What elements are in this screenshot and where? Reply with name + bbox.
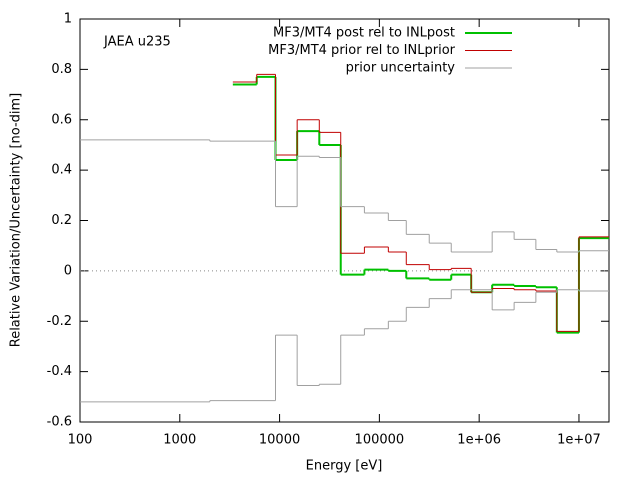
y-tick-label: 0 (64, 263, 72, 278)
x-axis-label: Energy [eV] (306, 459, 383, 474)
plot-border (79, 18, 610, 423)
legend-label: MF3/MT4 post rel to INLpost (273, 26, 455, 41)
x-tick-label: 100 (68, 433, 93, 448)
y-tick-label: 0.6 (51, 112, 72, 127)
y-axis-label: Relative Variation/Uncertainty [no-dim] (9, 93, 24, 348)
legend-label: MF3/MT4 prior rel to INLprior (268, 43, 455, 58)
y-tick-label: 1 (64, 12, 72, 27)
x-tick-label: 1e+06 (457, 433, 501, 448)
x-tick-label: 100000 (355, 433, 405, 448)
y-tick-label: 0.8 (51, 62, 72, 77)
y-tick-label: 0.4 (51, 163, 72, 178)
y-tick-label: -0.6 (47, 415, 72, 430)
x-tick-label: 1000 (163, 433, 196, 448)
x-tick-label: 10000 (259, 433, 300, 448)
y-tick-label: 0.2 (51, 213, 72, 228)
annotation: JAEA u235 (103, 35, 171, 50)
y-tick-label: -0.4 (47, 364, 72, 379)
y-tick-label: -0.2 (47, 314, 72, 329)
legend-label: prior uncertainty (346, 61, 456, 76)
x-tick-label: 1e+07 (557, 433, 601, 448)
